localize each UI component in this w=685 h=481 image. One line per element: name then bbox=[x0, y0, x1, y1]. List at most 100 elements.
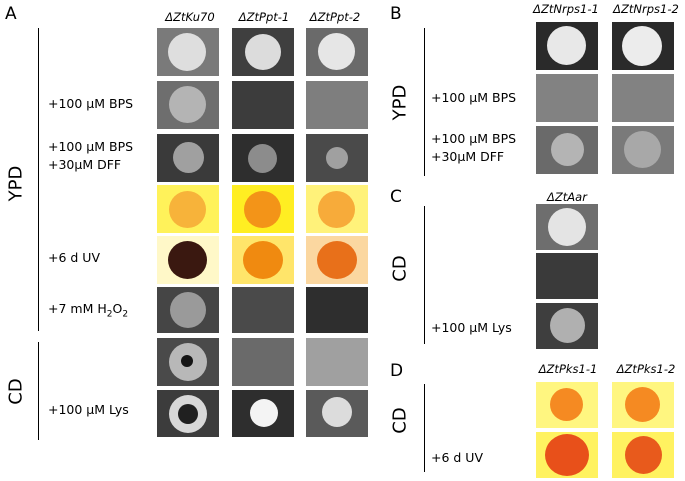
panel-c-condition-lys: +100 μM Lys bbox=[431, 320, 512, 335]
panel-c-cd-bracket bbox=[424, 206, 425, 344]
panel-b-column-header-nrps1-1: ΔZtNrps1-1 bbox=[533, 2, 599, 16]
colony bbox=[551, 133, 584, 166]
colony bbox=[624, 131, 661, 168]
tile-a-r3-c3 bbox=[306, 134, 368, 182]
panel-d-cd-label: CD bbox=[389, 407, 411, 434]
panel-b-label: B bbox=[390, 4, 402, 24]
colony bbox=[550, 308, 585, 343]
panel-b-ypd-bracket bbox=[424, 28, 425, 176]
tile-a-r5-c2 bbox=[232, 236, 294, 284]
panel-d-condition-uv: +6 d UV bbox=[431, 450, 484, 465]
panel-c-column-header-aar: ΔZtAar bbox=[547, 190, 587, 204]
tile-b-r2-c1 bbox=[536, 74, 598, 122]
panel-a-condition-bps-dff-1: +100 μM BPS bbox=[48, 139, 134, 154]
tile-a-r6-c1 bbox=[157, 287, 219, 333]
tile-c-r1 bbox=[536, 204, 598, 250]
colony bbox=[169, 191, 206, 228]
tile-b-r1-c1 bbox=[536, 22, 598, 70]
tile-b-r2-c2 bbox=[612, 74, 674, 122]
tile-a-r6-c3 bbox=[306, 287, 368, 333]
tile-a-r6-c2 bbox=[232, 287, 294, 333]
panel-d-label: D bbox=[390, 361, 404, 381]
panel-b-condition-bps-dff-1: +100 μM BPS bbox=[431, 131, 517, 146]
panel-a-column-header-ppt1: ΔZtPpt-1 bbox=[238, 10, 290, 24]
panel-b-ypd-label: YPD bbox=[389, 84, 411, 121]
panel-d-cd-bracket bbox=[424, 384, 425, 472]
tile-a-r8-c3 bbox=[306, 390, 368, 437]
h2o2-sub2: 2 bbox=[122, 309, 129, 320]
panel-b-column-header-nrps1-2: ΔZtNrps1-2 bbox=[613, 2, 679, 16]
panel-a-cd-bracket bbox=[38, 342, 39, 440]
h2o2-sub: 2 bbox=[106, 309, 113, 320]
colony bbox=[168, 241, 207, 279]
colony bbox=[173, 142, 204, 173]
panel-a-column-header-ppt2: ΔZtPpt-2 bbox=[309, 10, 361, 24]
tile-b-r3-c1 bbox=[536, 126, 598, 174]
colony bbox=[318, 191, 355, 228]
tile-a-r7-c1 bbox=[157, 338, 219, 386]
colony bbox=[245, 34, 281, 70]
tile-d-r1-c1 bbox=[536, 382, 598, 428]
panel-a-ypd-bracket bbox=[38, 28, 39, 331]
colony bbox=[318, 33, 355, 70]
panel-d-column-header-pks1-1: ΔZtPks1-1 bbox=[538, 362, 598, 376]
colony bbox=[170, 292, 206, 328]
colony bbox=[250, 399, 278, 427]
tile-d-r2-c2 bbox=[612, 432, 674, 478]
panel-a-ypd-label: YPD bbox=[5, 165, 27, 202]
tile-a-r2-c1 bbox=[157, 81, 219, 129]
tile-a-r1-c1 bbox=[157, 28, 219, 76]
tile-a-r8-c1 bbox=[157, 390, 219, 437]
colony bbox=[317, 241, 357, 279]
tile-a-r2-c3 bbox=[306, 81, 368, 129]
tile-d-r1-c2 bbox=[612, 382, 674, 428]
h2o2-prefix: +7 mM H bbox=[48, 301, 107, 316]
panel-a-condition-bps: +100 μM BPS bbox=[48, 96, 134, 111]
colony bbox=[625, 387, 660, 422]
h2o2-mid: O bbox=[112, 301, 123, 316]
tile-b-r3-c2 bbox=[612, 126, 674, 174]
panel-a-condition-uv: +6 d UV bbox=[48, 250, 101, 265]
colony-center bbox=[181, 355, 193, 367]
tile-a-r4-c1 bbox=[157, 185, 219, 233]
tile-a-r5-c1 bbox=[157, 236, 219, 284]
colony bbox=[547, 26, 586, 65]
tile-a-r8-c2 bbox=[232, 390, 294, 437]
colony bbox=[248, 144, 277, 173]
panel-a-condition-lys: +100 μM Lys bbox=[48, 402, 129, 417]
colony bbox=[548, 208, 586, 246]
colony bbox=[243, 241, 283, 279]
colony-center bbox=[178, 404, 198, 424]
tile-a-r5-c3 bbox=[306, 236, 368, 284]
tile-c-r3 bbox=[536, 303, 598, 349]
panel-a-condition-bps-dff-2: +30μM DFF bbox=[48, 157, 122, 172]
tile-a-r3-c2 bbox=[232, 134, 294, 182]
tile-a-r3-c1 bbox=[157, 134, 219, 182]
colony bbox=[622, 26, 662, 66]
tile-d-r2-c1 bbox=[536, 432, 598, 478]
tile-a-r1-c3 bbox=[306, 28, 368, 76]
tile-a-r2-c2 bbox=[232, 81, 294, 129]
tile-c-r2 bbox=[536, 253, 598, 299]
colony bbox=[326, 147, 348, 169]
tile-a-r7-c2 bbox=[232, 338, 294, 386]
panel-a-cd-label: CD bbox=[5, 378, 27, 405]
colony bbox=[550, 388, 583, 421]
colony bbox=[168, 33, 206, 71]
colony bbox=[322, 397, 352, 427]
panel-d-column-header-pks1-2: ΔZtPks1-2 bbox=[616, 362, 676, 376]
tile-a-r7-c3 bbox=[306, 338, 368, 386]
panel-a-condition-h2o2: +7 mM H2O2 bbox=[48, 299, 128, 325]
panel-a-label: A bbox=[5, 4, 17, 24]
panel-c-label: C bbox=[390, 187, 402, 207]
colony bbox=[625, 436, 662, 474]
panel-b-condition-bps: +100 μM BPS bbox=[431, 90, 517, 105]
panel-c-cd-label: CD bbox=[389, 255, 411, 282]
panel-b-condition-bps-dff-2: +30μM DFF bbox=[431, 149, 505, 164]
panel-a-column-header-ku70: ΔZtKu70 bbox=[165, 10, 215, 24]
tile-a-r4-c2 bbox=[232, 185, 294, 233]
colony bbox=[169, 86, 206, 123]
tile-a-r1-c2 bbox=[232, 28, 294, 76]
tile-a-r4-c3 bbox=[306, 185, 368, 233]
colony bbox=[545, 434, 589, 476]
